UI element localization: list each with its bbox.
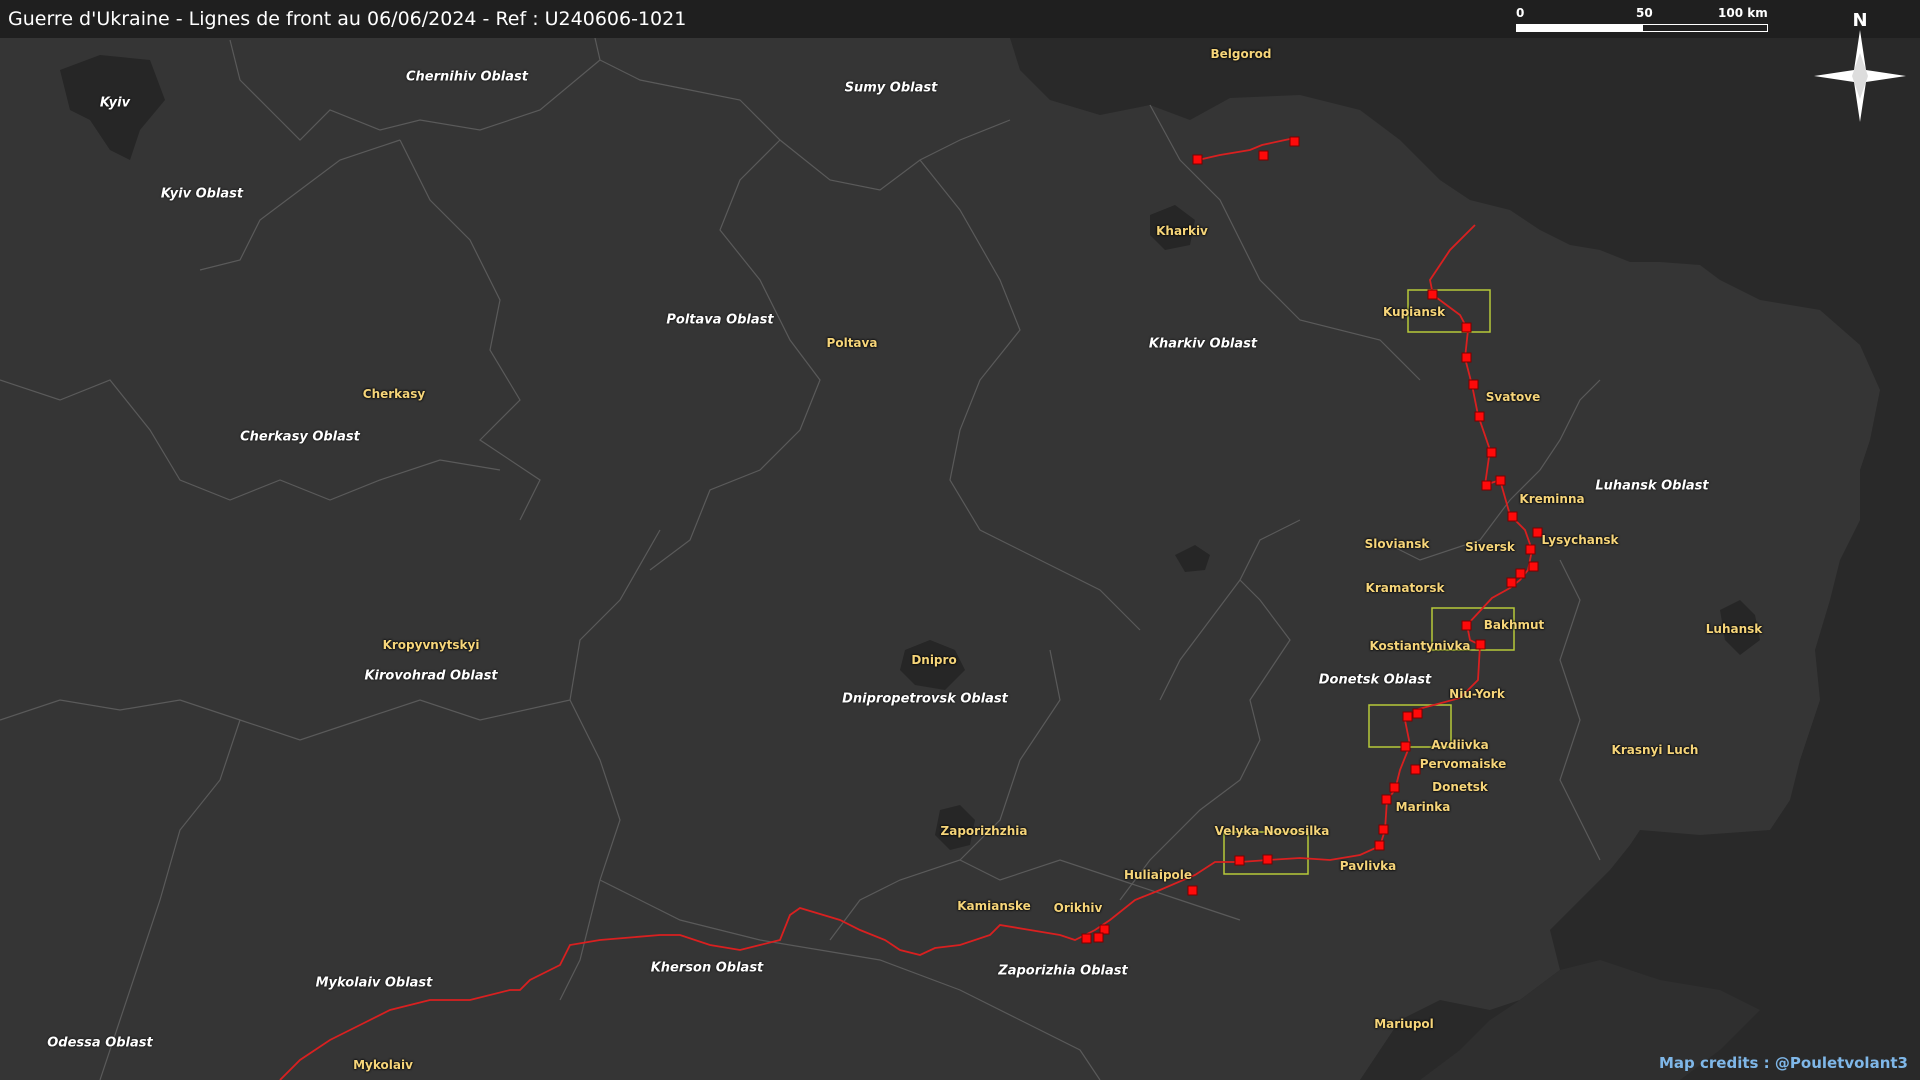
label-cherkasy-oblast: Cherkasy Oblast [240, 429, 360, 445]
label-chernihiv-oblast: Chernihiv Oblast [406, 69, 528, 85]
front-line [279, 137, 1533, 1080]
label-huliaipole: Huliaipole [1123, 868, 1193, 882]
scale-segment-filled [1516, 24, 1642, 32]
label-mykolaiv-oblast: Mykolaiv Oblast [315, 975, 433, 991]
label-odessa-oblast: Odessa Oblast [47, 1035, 153, 1051]
compass-icon: N [1814, 10, 1906, 122]
label-velyka-novosilka: Velyka Novosilka [1214, 824, 1330, 838]
focus-box-velyka-novosilka [1223, 831, 1309, 875]
label-poltava-oblast: Poltava Oblast [666, 312, 774, 328]
label-luhansk: Luhansk [1705, 622, 1763, 636]
label-mariupol: Mariupol [1374, 1017, 1434, 1031]
label-kostiantynivka: Kostiantynivka [1369, 639, 1471, 653]
label-siversk: Siversk [1465, 540, 1515, 554]
label-kharkiv-oblast: Kharkiv Oblast [1148, 336, 1258, 352]
label-lysychansk: Lysychansk [1541, 533, 1619, 547]
map-credits: Map credits : @Pouletvolant3 [1659, 1054, 1908, 1072]
label-kramatorsk: Kramatorsk [1365, 581, 1445, 595]
north-arrow: N [1810, 8, 1910, 123]
label-kupiansk: Kupiansk [1382, 305, 1446, 319]
label-pavlivka: Pavlivka [1339, 859, 1397, 873]
label-kamianske: Kamianske [957, 899, 1031, 913]
north-letter: N [1852, 10, 1867, 31]
label-avdiivka: Avdiivka [1431, 738, 1489, 752]
label-sumy-oblast: Sumy Oblast [844, 80, 938, 96]
focus-box-kupiansk [1407, 289, 1491, 333]
label-svatove: Svatove [1485, 390, 1541, 404]
scale-label-0: 0 [1516, 6, 1525, 20]
label-donetsk: Donetsk [1432, 780, 1488, 794]
sea-of-azov [1420, 960, 1760, 1080]
scale-label-50: 50 [1636, 6, 1653, 20]
label-kyiv-oblast: Kyiv Oblast [160, 186, 244, 202]
scale-label-100: 100 km [1718, 6, 1768, 20]
label-luhansk-oblast: Luhansk Oblast [1595, 478, 1709, 494]
engagement-markers [1081, 136, 1543, 944]
label-mykolaiv: Mykolaiv [353, 1058, 413, 1072]
oblast-borders [0, 37, 1601, 1080]
label-kyiv: Kyiv [99, 95, 131, 111]
label-kherson-oblast: Kherson Oblast [650, 960, 764, 976]
label-sloviansk: Sloviansk [1364, 537, 1430, 551]
label-poltava: Poltava [826, 336, 878, 350]
label-marinka: Marinka [1395, 800, 1451, 814]
scale-segment-empty [1642, 24, 1768, 32]
label-zaporizhia-oblast: Zaporizhia Oblast [998, 963, 1128, 979]
label-belgorod: Belgorod [1210, 47, 1272, 61]
focus-box-bakhmut [1431, 607, 1515, 651]
scale-bar: 0 50 100 km [1516, 6, 1770, 38]
map-title: Guerre d'Ukraine - Lignes de front au 06… [8, 8, 687, 30]
label-donetsk-oblast: Donetsk Oblast [1318, 672, 1432, 688]
label-dnipropetrovsk-oblast: Dnipropetrovsk Oblast [842, 691, 1008, 707]
label-orikhiv: Orikhiv [1053, 901, 1103, 915]
ukraine-land [0, 38, 1880, 1080]
label-kreminna: Kreminna [1519, 492, 1585, 506]
label-kharkiv: Kharkiv [1156, 224, 1208, 238]
label-dnipro: Dnipro [911, 653, 957, 667]
label-cherkasy: Cherkasy [362, 387, 426, 401]
label-pervomaiske: Pervomaiske [1419, 757, 1507, 771]
city-areas [60, 55, 1760, 850]
label-bakhmut: Bakhmut [1483, 618, 1545, 632]
label-kropyvnytskyi: Kropyvnytskyi [382, 638, 480, 652]
label-zaporizhzhia: Zaporizhzhia [940, 824, 1028, 838]
label-kirovohrad-oblast: Kirovohrad Oblast [364, 668, 498, 684]
title-bar: Guerre d'Ukraine - Lignes de front au 06… [0, 0, 1920, 38]
label-niu-york: Niu-York [1449, 687, 1505, 701]
label-krasnyi-luch: Krasnyi Luch [1611, 743, 1699, 757]
